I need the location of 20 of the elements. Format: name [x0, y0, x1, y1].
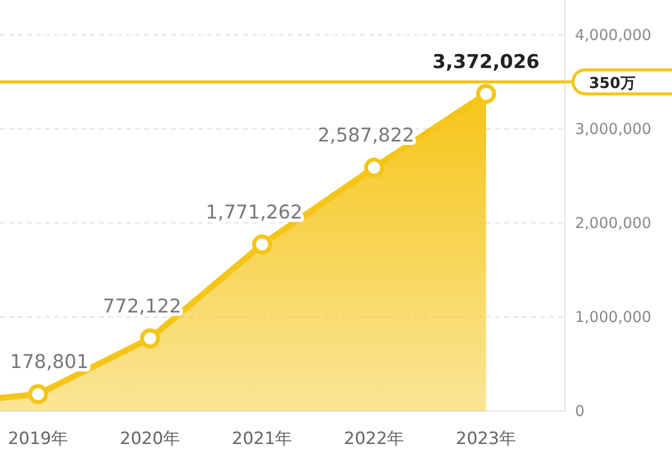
- data-label: 772,122: [102, 295, 182, 318]
- point: [364, 158, 384, 178]
- x-tick-label: 2019年: [8, 429, 68, 449]
- y-tick-label: 4,000,000: [575, 26, 652, 44]
- data-label: 2,587,822: [318, 124, 414, 147]
- x-tick-label: 2021年: [232, 429, 292, 449]
- point: [28, 384, 48, 404]
- y-tick-label: 2,000,000: [575, 214, 652, 232]
- ref-line-label: 350万: [589, 74, 636, 92]
- y-tick-label: 3,000,000: [575, 120, 652, 138]
- point: [476, 84, 496, 104]
- x-tick-label: 2020年: [120, 429, 180, 449]
- y-tick-label: 0: [575, 402, 585, 420]
- x-tick-label: 2022年: [344, 429, 404, 449]
- y-tick-label: 1,000,000: [575, 308, 652, 326]
- data-label: 178,801: [10, 351, 89, 374]
- point: [140, 328, 160, 348]
- point: [252, 234, 272, 254]
- data-label: 1,771,262: [206, 201, 302, 224]
- x-tick-label: 2023年: [456, 429, 516, 449]
